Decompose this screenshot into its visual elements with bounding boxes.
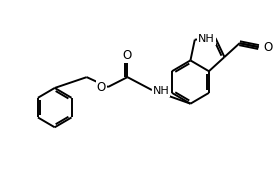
- Text: O: O: [97, 81, 106, 95]
- Text: O: O: [263, 41, 273, 54]
- Text: NH: NH: [153, 86, 169, 96]
- Text: NH: NH: [198, 34, 214, 44]
- Text: O: O: [123, 49, 132, 62]
